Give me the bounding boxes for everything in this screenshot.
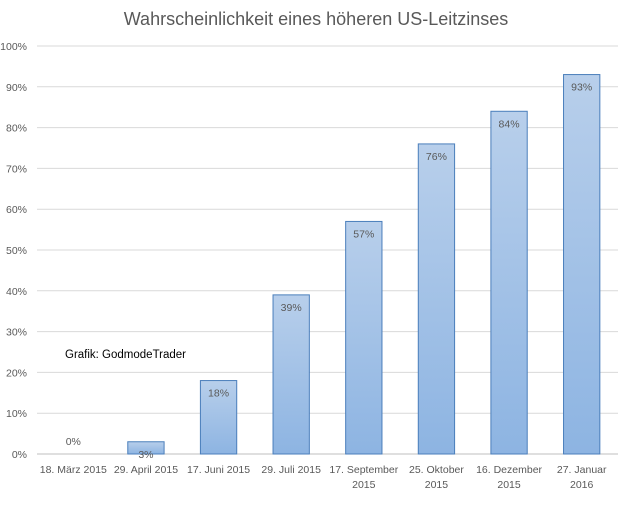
bar	[199, 380, 238, 455]
y-axis-ticks: 0% 10% 20% 30% 40% 50% 60% 70% 80% 90% 100%	[0, 41, 27, 461]
bar	[563, 74, 601, 455]
data-labels: 0% 3% 18% 39% 57% 76% 84% 93%	[66, 82, 592, 461]
x-category-label: 27. Januar 2016	[557, 464, 607, 491]
y-tick-label: 60%	[6, 204, 27, 216]
y-tick-label: 40%	[6, 286, 27, 298]
y-tick-label: 30%	[6, 327, 27, 339]
data-label: 76%	[426, 151, 447, 163]
bars	[127, 74, 601, 455]
y-tick-label: 0%	[12, 449, 27, 461]
y-tick-label: 90%	[6, 82, 27, 94]
grid-lines	[37, 45, 618, 455]
chart-title: Wahrscheinlichkeit eines höheren US-Leit…	[124, 9, 509, 29]
x-category-label: 17. Juni 2015	[187, 464, 250, 476]
bar	[272, 294, 310, 455]
y-tick-label: 100%	[0, 41, 27, 53]
bar	[345, 220, 383, 455]
y-tick-label: 70%	[6, 163, 27, 175]
data-label: 39%	[281, 302, 302, 314]
y-tick-label: 50%	[6, 245, 27, 257]
x-category-label: 18. März 2015	[40, 464, 107, 476]
x-category-label: 25. Oktober 2015	[409, 464, 464, 491]
y-tick-label: 80%	[6, 123, 27, 135]
bar	[127, 441, 165, 455]
data-label: 18%	[208, 388, 229, 400]
x-category-label: 29. April 2015	[114, 464, 178, 476]
bar	[490, 110, 528, 455]
data-label: 0%	[66, 436, 81, 448]
data-label: 84%	[499, 118, 520, 130]
source-annotation: Grafik: GodmodeTrader	[65, 349, 186, 361]
bar	[417, 143, 456, 455]
data-label: 57%	[353, 228, 374, 240]
y-tick-label: 10%	[6, 408, 27, 420]
x-category-label: 16. Dezember 2015	[476, 464, 542, 491]
x-category-label: 17. September 2015	[329, 464, 398, 491]
y-tick-label: 20%	[6, 367, 27, 379]
x-axis-categories: 18. März 2015 29. April 2015 17. Juni 2015…	[40, 464, 607, 491]
x-category-label: 29. Juli 2015	[261, 464, 321, 476]
data-label: 3%	[138, 449, 153, 461]
data-label: 93%	[571, 82, 592, 94]
